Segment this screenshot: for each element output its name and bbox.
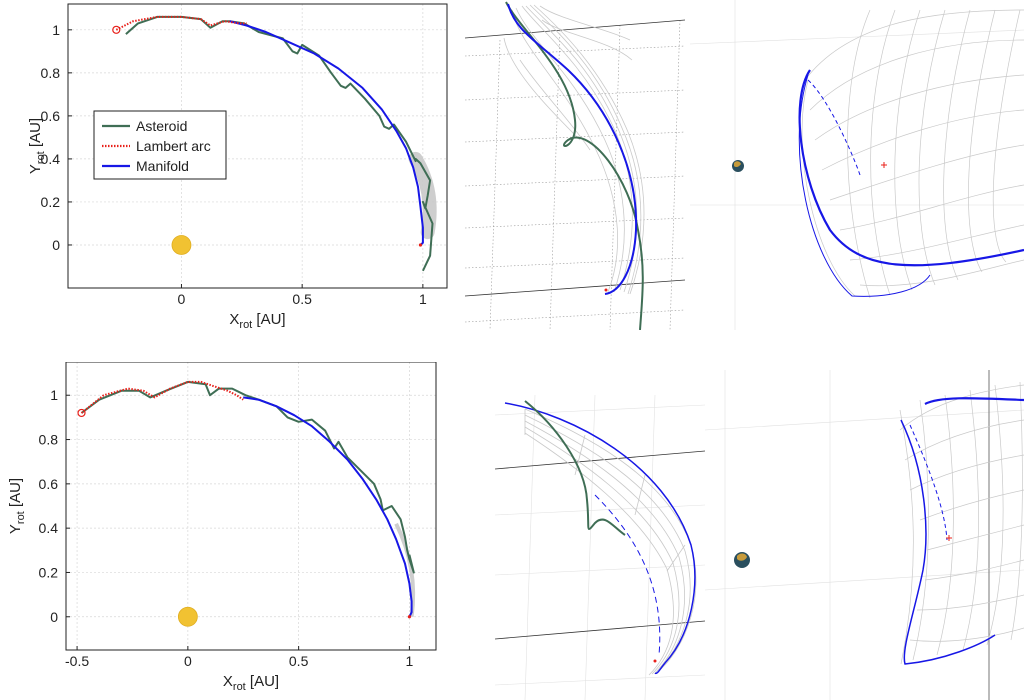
manifold-inner-3d [909,424,948,541]
y-tick-label: 0.6 [41,108,61,124]
x-tick-label: 1 [419,291,427,307]
lambert-point-3d [604,288,608,292]
plot-area [66,362,436,650]
departure-marker [77,408,86,418]
target-marker [946,535,952,541]
reference-line-bottom [495,620,705,640]
manifold-tube [524,408,697,676]
manifold-tube [503,4,645,295]
x-tick-label: 1 [406,653,414,669]
y-tick-label: 0.6 [39,476,59,492]
legend-entry: Lambert arc [136,138,211,154]
x-tick-label: -0.5 [65,653,89,669]
manifold-track-3d [504,402,696,675]
y-tick-label: 0.2 [41,194,61,210]
top-middle-3d-view [464,1,686,330]
axes-box [65,362,437,651]
top-right-3d-view [690,0,1024,330]
manifold-left-edge [900,419,996,665]
series-manifold [243,396,413,618]
x-tick-label: 0 [178,291,186,307]
manifold-track-3d [507,3,638,295]
bottom-middle-3d-view [495,395,705,700]
legend-entry: Manifold [136,158,189,174]
top-left-plot: 0 0.5 1 0 0.2 0.4 0.6 0.8 1 Xrot [AU] Yrot [AU] Ast… [27,3,448,331]
arrival-marker [418,243,423,247]
y-tick-label: 0.4 [41,151,61,167]
lambert-point-3d [653,659,657,663]
x-axis-label: Xrot [AU] [229,311,285,331]
manifold-top-edge [924,397,1024,405]
manifold-surface [899,381,1024,665]
x-axis-label: Xrot [AU] [223,673,279,693]
y-tick-label: 0.4 [39,520,59,536]
y-tick-label: 0 [50,609,58,625]
manifold-inner-3d [807,79,861,176]
earth-icon [732,160,744,172]
perspective-grid [464,19,686,330]
y-tick-label: 1 [50,387,58,403]
axes-box [67,3,448,289]
arrival-marker [407,615,412,619]
x-tick-label: 0.5 [292,291,312,307]
manifold-dash-3d [594,494,661,656]
earth-icon [734,552,750,568]
legend: Asteroid Lambert arc Manifold [93,110,227,180]
reference-line-top [495,450,705,470]
y-tick-label: 0.2 [39,564,59,580]
legend-box [93,110,227,180]
y-tick-label: 0.8 [41,65,61,81]
y-axis-label: Yrot [AU] [7,478,27,534]
reference-line-top [464,19,686,39]
y-tick-label: 0.8 [39,432,59,448]
bottom-right-3d-view [705,370,1024,700]
legend-entry: Asteroid [136,118,187,134]
x-tick-label: 0.5 [289,653,309,669]
departure-marker [112,25,121,34]
y-tick-label: 1 [52,22,60,38]
perspective-grid [705,370,1024,700]
sun-icon [171,235,192,255]
manifold-tube-band [394,522,416,618]
asteroid-track-3d [505,1,644,330]
reference-line-bottom [464,279,686,297]
manifold-loop-3d [798,69,1024,267]
series-lambert-arc [115,15,247,31]
sun-icon [177,606,198,627]
manifold-surface [801,9,1024,299]
series-asteroid [125,15,434,272]
series-lambert-arc [80,380,244,414]
asteroid-track-3d [524,400,626,536]
manifold-edge-3d [798,74,931,297]
target-marker [881,162,887,168]
y-axis-label: Yrot [AU] [27,118,47,174]
series-manifold [229,20,424,246]
x-tick-label: 0 [184,653,192,669]
bottom-left-plot: -0.5 0 0.5 1 0 0.2 0.4 0.6 0.8 1 Xrot [AU] Yrot [AU… [7,362,437,693]
y-tick-label: 0 [52,237,60,253]
